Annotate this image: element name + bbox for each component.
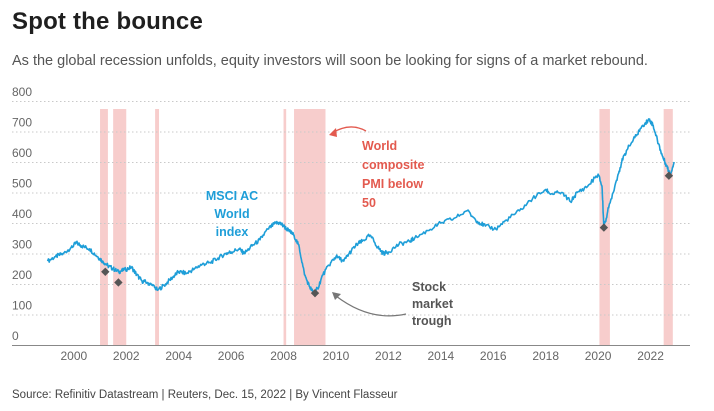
chart-subtitle: As the global recession unfolds, equity … — [12, 53, 648, 69]
pmi-annotation-line-2: PMI below — [362, 177, 423, 191]
y-tick-label-700: 700 — [12, 116, 32, 130]
y-tick-label-600: 600 — [12, 146, 32, 160]
x-tick-label-2012: 2012 — [375, 349, 402, 363]
series-line-0 — [46, 118, 675, 295]
index-annotation-line-2: index — [216, 225, 249, 239]
y-tick-label-300: 300 — [12, 238, 32, 252]
x-tick-label-2008: 2008 — [270, 349, 297, 363]
pmi-arrowhead — [329, 128, 337, 137]
trough-arrowhead — [332, 292, 341, 300]
trough-arrow — [335, 295, 407, 317]
x-tick-label-2000: 2000 — [60, 349, 87, 363]
series-group — [46, 118, 675, 295]
pmi-band-4 — [294, 109, 326, 345]
gridlines — [12, 101, 690, 346]
trough-marker-4 — [664, 171, 674, 180]
x-tick-label-2020: 2020 — [585, 349, 612, 363]
pmi-annotation-line-3: 50 — [362, 196, 376, 210]
x-axis-ticks: 2000 2002 2004 2006 2008 2010 2012 2014 2016 2018… — [60, 349, 664, 363]
x-tick-label-2002: 2002 — [113, 349, 140, 363]
trough-annotation-line-1: market — [412, 297, 454, 311]
x-tick-label-2016: 2016 — [480, 349, 507, 363]
trough-annotation-line-0: Stock — [412, 280, 446, 294]
y-tick-label-500: 500 — [12, 177, 32, 191]
y-tick-label-200: 200 — [12, 268, 32, 282]
y-tick-label-400: 400 — [12, 207, 32, 221]
trough-marker-1 — [114, 278, 123, 287]
index-annotation-line-0: MSCI AC — [206, 189, 258, 203]
source-note: Source: Refinitiv Datastream | Reuters, … — [12, 389, 398, 401]
pmi-annotation-line-0: World — [362, 139, 397, 153]
x-tick-label-2004: 2004 — [165, 349, 192, 363]
y-tick-label-100: 100 — [12, 299, 32, 313]
y-tick-label-0: 0 — [12, 329, 19, 343]
trough-markers — [101, 171, 674, 298]
x-tick-label-2010: 2010 — [323, 349, 350, 363]
y-tick-label-800: 800 — [12, 85, 32, 99]
pmi-band-2 — [155, 109, 160, 345]
pmi-band-0 — [100, 109, 108, 345]
index-annotation-line-1: World — [214, 207, 249, 221]
trough-annotation-line-2: trough — [412, 314, 452, 328]
trough-marker-3 — [599, 223, 609, 232]
chart-title: Spot the bounce — [12, 8, 203, 35]
pmi-annotation-line-1: composite — [362, 158, 425, 172]
x-tick-label-2014: 2014 — [427, 349, 454, 363]
trough-marker-0 — [101, 267, 110, 276]
x-tick-label-2022: 2022 — [637, 349, 664, 363]
pmi-band-1 — [113, 109, 127, 345]
trough-marker-2 — [310, 288, 320, 298]
x-tick-label-2018: 2018 — [532, 349, 559, 363]
pmi-band-6 — [663, 109, 673, 345]
annotations: World composite PMI below 50 MSCI AC World ind… — [206, 126, 454, 328]
x-tick-label-2006: 2006 — [218, 349, 245, 363]
y-axis-ticks: 0 100 200 300 400 500 600 700 800 — [12, 85, 32, 343]
